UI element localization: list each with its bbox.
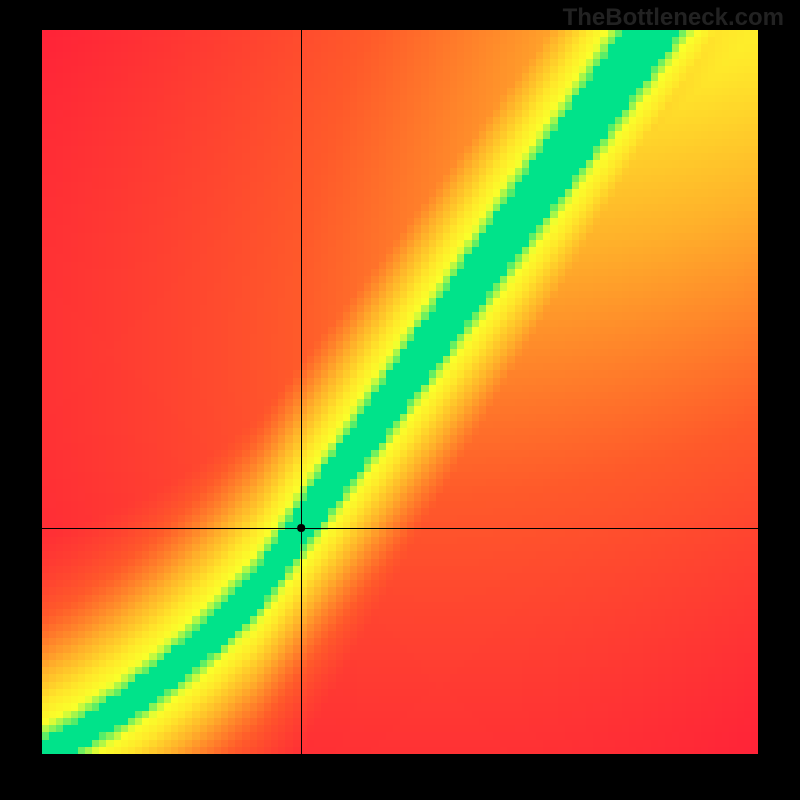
chart-container: TheBottleneck.com: [0, 0, 800, 800]
bottleneck-heatmap: [0, 0, 800, 800]
watermark-label: TheBottleneck.com: [563, 4, 784, 32]
